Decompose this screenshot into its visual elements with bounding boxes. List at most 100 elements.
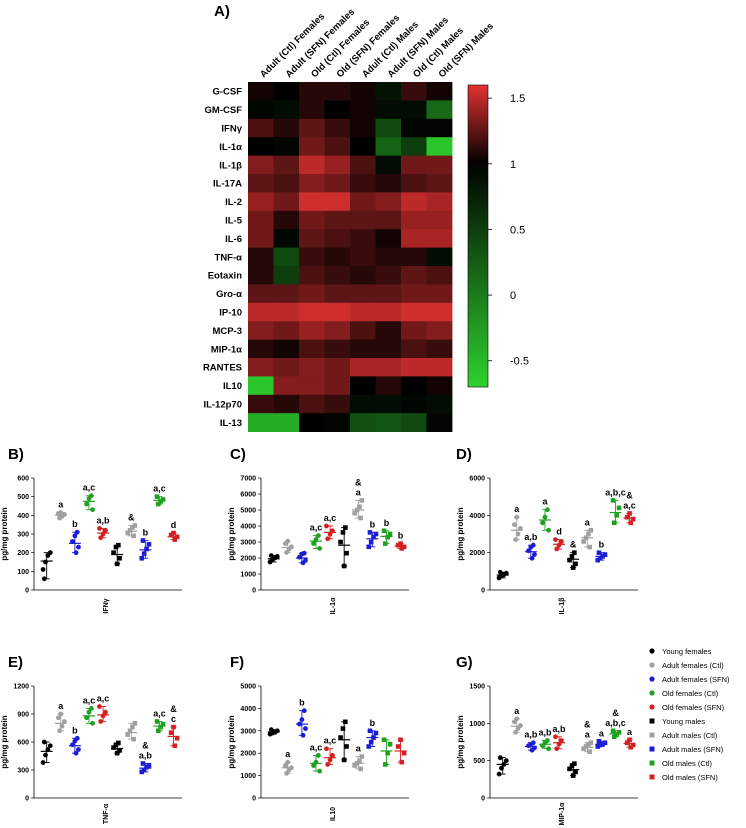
heatmap-cell: [426, 339, 453, 359]
heatmap-cell: [273, 118, 300, 138]
data-point: [398, 541, 403, 546]
data-point: [614, 513, 619, 518]
heatmap-row-label: G-CSF: [212, 87, 242, 98]
data-point: [284, 770, 289, 776]
data-point: [72, 533, 78, 539]
heatmap-cell: [426, 82, 453, 101]
heatmap-row-label: IP-10: [219, 308, 242, 319]
heatmap-cell: [401, 155, 427, 175]
heatmap-cell: [299, 358, 325, 377]
data-point: [513, 537, 518, 542]
data-point: [57, 728, 62, 734]
data-point: [74, 735, 80, 741]
legend-marker: [649, 760, 655, 766]
data-point: [497, 569, 503, 575]
data-point: [100, 713, 106, 719]
data-point: [171, 530, 176, 536]
data-point: [117, 555, 122, 561]
heatmap-cell: [350, 284, 376, 304]
data-point: [624, 740, 630, 746]
significance-letter: a,b: [97, 515, 111, 525]
significance-letter: b: [143, 528, 149, 538]
significance-letter: a: [58, 701, 64, 711]
data-point: [341, 757, 347, 763]
y-tick-label: 1500: [469, 684, 485, 691]
data-point: [341, 563, 347, 569]
heatmap-cell: [350, 358, 376, 377]
data-point: [131, 736, 136, 742]
data-point: [285, 759, 291, 765]
data-point: [70, 539, 75, 544]
y-tick-label: 2000: [240, 751, 256, 758]
heatmap-cell: [324, 229, 351, 248]
heatmap-cell: [299, 284, 325, 304]
data-point: [311, 541, 316, 546]
heatmap-cell: [401, 118, 427, 138]
data-point: [313, 537, 319, 542]
significance-letter: a,c: [310, 523, 323, 533]
panel-a-letter: A): [214, 3, 230, 20]
heatmap-cell: [248, 394, 274, 414]
heatmap-cell: [375, 229, 402, 248]
data-point: [583, 535, 589, 541]
heatmap-cell: [350, 192, 376, 212]
data-point: [572, 550, 577, 555]
data-point: [324, 523, 329, 529]
heatmap-cell: [375, 247, 402, 267]
y-tick-label: 0: [252, 796, 256, 803]
data-point: [297, 721, 302, 727]
data-point: [399, 759, 405, 765]
data-point: [73, 750, 79, 756]
heatmap-cell: [248, 82, 274, 101]
x-axis-label: IL-1α: [330, 597, 337, 614]
data-point: [55, 715, 61, 721]
data-point: [581, 539, 586, 544]
data-point: [553, 537, 558, 542]
data-point: [610, 498, 616, 503]
significance-letter: a,b,c: [605, 718, 626, 728]
data-point: [359, 498, 365, 503]
data-point: [174, 534, 180, 540]
heatmap-cell: [248, 210, 274, 230]
data-point: [517, 723, 523, 728]
data-point: [381, 737, 387, 743]
data-point: [343, 525, 348, 530]
heatmap-cell: [426, 302, 453, 322]
heatmap-cell: [324, 100, 351, 120]
data-point: [600, 554, 605, 559]
significance-letter: b: [72, 725, 78, 735]
data-point: [595, 557, 601, 563]
heatmap-cell: [324, 137, 351, 156]
data-point: [368, 739, 374, 745]
heatmap-cell: [324, 413, 351, 432]
data-point: [88, 493, 94, 499]
significance-letter: b: [370, 718, 376, 728]
heatmap-cell: [273, 358, 300, 377]
data-point: [114, 750, 120, 756]
colorbar-tick-label: 1: [510, 159, 516, 171]
colorbar-tick-label: 1.5: [510, 93, 525, 105]
significance-letter: b: [384, 518, 390, 528]
y-axis-label: pg/mg protein: [456, 507, 465, 560]
significance-letter: b: [370, 519, 376, 529]
data-point: [301, 708, 307, 714]
significance-letter: c: [171, 714, 176, 724]
data-point: [301, 550, 307, 556]
data-point: [567, 766, 572, 772]
data-point: [125, 530, 130, 536]
significance-letter: a: [356, 487, 362, 497]
heatmap-cell: [273, 155, 300, 175]
data-point: [113, 742, 119, 748]
legend: Young females Adult females (Ctl) Adult fe…: [649, 647, 730, 782]
heatmap-cell: [299, 266, 325, 285]
significance-letter: &: [128, 513, 135, 523]
data-point: [40, 760, 46, 765]
data-point: [103, 709, 108, 715]
heatmap-cell: [248, 321, 274, 340]
data-point: [114, 561, 120, 567]
data-point: [47, 743, 53, 749]
x-axis-label: TNF-α: [103, 803, 110, 824]
heatmap-cell: [426, 155, 453, 175]
data-point: [317, 546, 322, 551]
